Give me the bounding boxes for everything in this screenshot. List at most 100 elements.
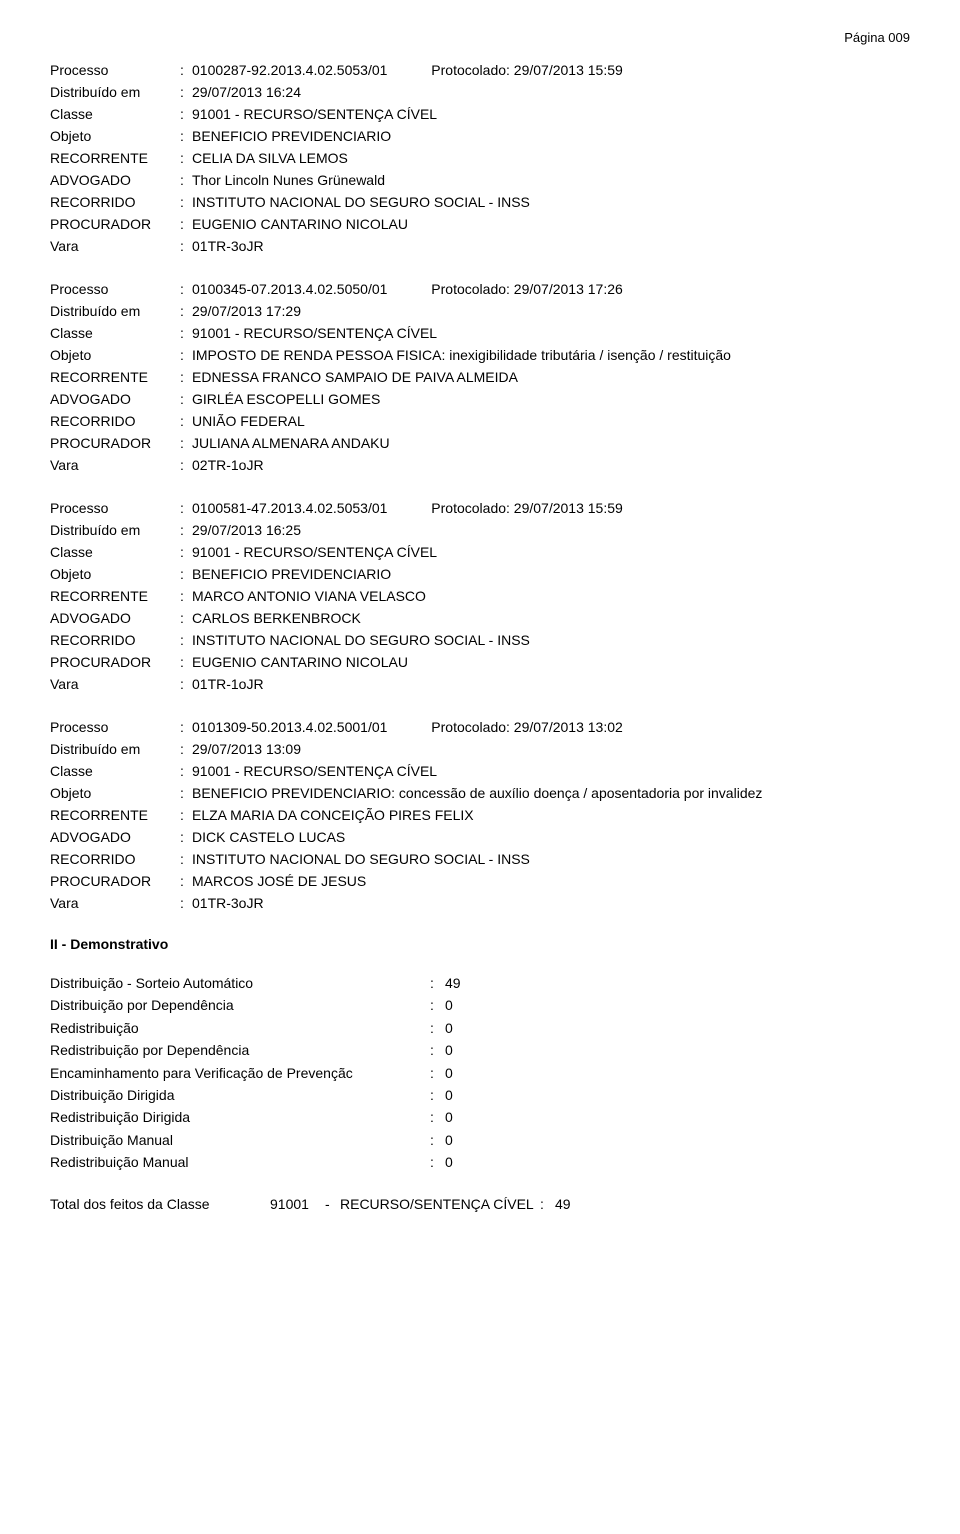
label-recorrido: RECORRIDO: [50, 849, 180, 870]
label-vara: Vara: [50, 893, 180, 914]
value-processo: 0101309-50.2013.4.02.5001/01 Protocolado…: [192, 717, 910, 738]
colon: :: [180, 236, 192, 257]
stat-label: Distribuição Dirigida: [50, 1084, 430, 1106]
colon: :: [180, 433, 192, 454]
colon: :: [180, 586, 192, 607]
stat-label: Redistribuição Manual: [50, 1151, 430, 1173]
stats-block: Distribuição - Sorteio Automático : 49 D…: [50, 972, 910, 1174]
label-objeto: Objeto: [50, 345, 180, 366]
value-objeto: BENEFICIO PREVIDENCIARIO: [192, 564, 910, 585]
value-processo: 0100287-92.2013.4.02.5053/01 Protocolado…: [192, 60, 910, 81]
value-advogado: Thor Lincoln Nunes Grünewald: [192, 170, 910, 191]
stat-row: Distribuição por Dependência : 0: [50, 994, 910, 1016]
label-advogado: ADVOGADO: [50, 389, 180, 410]
colon: :: [180, 367, 192, 388]
value-procurador: JULIANA ALMENARA ANDAKU: [192, 433, 910, 454]
colon: :: [430, 1084, 445, 1106]
value-recorrente: CELIA DA SILVA LEMOS: [192, 148, 910, 169]
value-objeto: BENEFICIO PREVIDENCIARIO: [192, 126, 910, 147]
section-title: II - Demonstrativo: [50, 936, 910, 952]
colon: :: [540, 1194, 555, 1215]
stat-row: Distribuição Manual : 0: [50, 1129, 910, 1151]
colon: :: [430, 1129, 445, 1151]
stat-row: Distribuição - Sorteio Automático : 49: [50, 972, 910, 994]
colon: :: [180, 630, 192, 651]
colon: :: [180, 148, 192, 169]
value-classe: 91001 - RECURSO/SENTENÇA CÍVEL: [192, 104, 910, 125]
label-objeto: Objeto: [50, 783, 180, 804]
label-distribuido: Distribuído em: [50, 82, 180, 103]
protocolado: Protocolado: 29/07/2013 15:59: [431, 500, 623, 516]
label-vara: Vara: [50, 674, 180, 695]
colon: :: [180, 761, 192, 782]
value-distribuido: 29/07/2013 16:25: [192, 520, 910, 541]
process-block: Processo : 0100287-92.2013.4.02.5053/01 …: [50, 60, 910, 257]
label-advogado: ADVOGADO: [50, 608, 180, 629]
processo-number: 0101309-50.2013.4.02.5001/01: [192, 719, 387, 735]
colon: :: [180, 126, 192, 147]
colon: :: [180, 301, 192, 322]
colon: :: [180, 498, 192, 519]
colon: :: [180, 739, 192, 760]
total-value: 49: [555, 1194, 585, 1215]
colon: :: [180, 520, 192, 541]
value-vara: 02TR-1oJR: [192, 455, 910, 476]
stat-label: Distribuição - Sorteio Automático: [50, 972, 430, 994]
colon: :: [180, 827, 192, 848]
label-classe: Classe: [50, 323, 180, 344]
value-advogado: DICK CASTELO LUCAS: [192, 827, 910, 848]
value-distribuido: 29/07/2013 13:09: [192, 739, 910, 760]
label-advogado: ADVOGADO: [50, 170, 180, 191]
label-objeto: Objeto: [50, 564, 180, 585]
stat-label: Redistribuição Dirigida: [50, 1106, 430, 1128]
label-recorrente: RECORRENTE: [50, 805, 180, 826]
colon: :: [180, 542, 192, 563]
process-block: Processo : 0100345-07.2013.4.02.5050/01 …: [50, 279, 910, 476]
label-objeto: Objeto: [50, 126, 180, 147]
value-procurador: MARCOS JOSÉ DE JESUS: [192, 871, 910, 892]
processo-number: 0100581-47.2013.4.02.5053/01: [192, 500, 387, 516]
colon: :: [180, 104, 192, 125]
label-vara: Vara: [50, 455, 180, 476]
value-recorrido: INSTITUTO NACIONAL DO SEGURO SOCIAL - IN…: [192, 849, 910, 870]
stat-value: 0: [445, 1084, 475, 1106]
colon: :: [430, 1017, 445, 1039]
colon: :: [180, 411, 192, 432]
value-recorrente: EDNESSA FRANCO SAMPAIO DE PAIVA ALMEIDA: [192, 367, 910, 388]
stat-row: Distribuição Dirigida : 0: [50, 1084, 910, 1106]
label-distribuido: Distribuído em: [50, 301, 180, 322]
colon: :: [180, 214, 192, 235]
stat-value: 0: [445, 1017, 475, 1039]
label-vara: Vara: [50, 236, 180, 257]
value-recorrente: MARCO ANTONIO VIANA VELASCO: [192, 586, 910, 607]
value-advogado: GIRLÉA ESCOPELLI GOMES: [192, 389, 910, 410]
total-row: Total dos feitos da Classe 91001 - RECUR…: [50, 1194, 910, 1215]
value-processo: 0100345-07.2013.4.02.5050/01 Protocolado…: [192, 279, 910, 300]
stat-label: Distribuição Manual: [50, 1129, 430, 1151]
label-recorrido: RECORRIDO: [50, 630, 180, 651]
label-recorrido: RECORRIDO: [50, 411, 180, 432]
processo-number: 0100345-07.2013.4.02.5050/01: [192, 281, 387, 297]
stat-label: Redistribuição por Dependência: [50, 1039, 430, 1061]
value-processo: 0100581-47.2013.4.02.5053/01 Protocolado…: [192, 498, 910, 519]
label-recorrente: RECORRENTE: [50, 148, 180, 169]
value-distribuido: 29/07/2013 17:29: [192, 301, 910, 322]
colon: :: [180, 389, 192, 410]
label-procurador: PROCURADOR: [50, 214, 180, 235]
colon: :: [180, 783, 192, 804]
stat-value: 0: [445, 1151, 475, 1173]
label-classe: Classe: [50, 761, 180, 782]
value-vara: 01TR-3oJR: [192, 236, 910, 257]
colon: :: [180, 82, 192, 103]
colon: :: [180, 455, 192, 476]
label-distribuido: Distribuído em: [50, 520, 180, 541]
stat-label: Redistribuição: [50, 1017, 430, 1039]
label-distribuido: Distribuído em: [50, 739, 180, 760]
total-separator: -: [325, 1194, 340, 1215]
total-label: Total dos feitos da Classe: [50, 1194, 270, 1215]
colon: :: [180, 805, 192, 826]
value-recorrido: INSTITUTO NACIONAL DO SEGURO SOCIAL - IN…: [192, 192, 910, 213]
label-processo: Processo: [50, 60, 180, 81]
stat-row: Redistribuição Dirigida : 0: [50, 1106, 910, 1128]
colon: :: [180, 871, 192, 892]
